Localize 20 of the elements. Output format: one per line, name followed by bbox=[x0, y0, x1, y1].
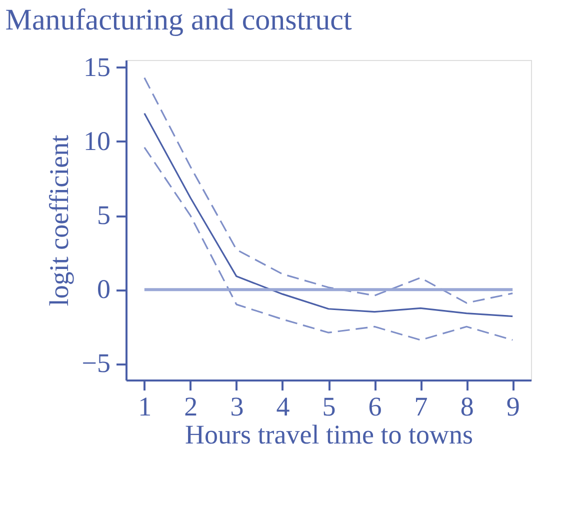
y-tick-label: −5 bbox=[82, 348, 110, 378]
x-tick-label: 2 bbox=[184, 392, 198, 422]
y-tick-label: 5 bbox=[97, 200, 110, 230]
x-tick-label: 4 bbox=[276, 392, 290, 422]
line-series bbox=[144, 112, 514, 318]
y-axis-title: logit coefficient bbox=[44, 134, 74, 306]
x-axis-title: Hours travel time to towns bbox=[185, 420, 473, 450]
x-tick-label: 9 bbox=[506, 392, 520, 422]
y-tick-label: 0 bbox=[97, 274, 110, 304]
x-tick-label: 8 bbox=[460, 392, 474, 422]
x-tick-label: 6 bbox=[368, 392, 382, 422]
x-tick-label: 5 bbox=[322, 392, 336, 422]
x-tick-label: 1 bbox=[138, 392, 152, 422]
x-tick-label: 3 bbox=[230, 392, 244, 422]
y-tick-label: 15 bbox=[84, 52, 110, 82]
x-tick-label: 7 bbox=[414, 392, 428, 422]
chart-title: Manufacturing and construct bbox=[5, 3, 352, 36]
y-tick-label: 10 bbox=[84, 126, 110, 156]
line-series bbox=[144, 76, 514, 304]
line-series bbox=[144, 146, 514, 341]
